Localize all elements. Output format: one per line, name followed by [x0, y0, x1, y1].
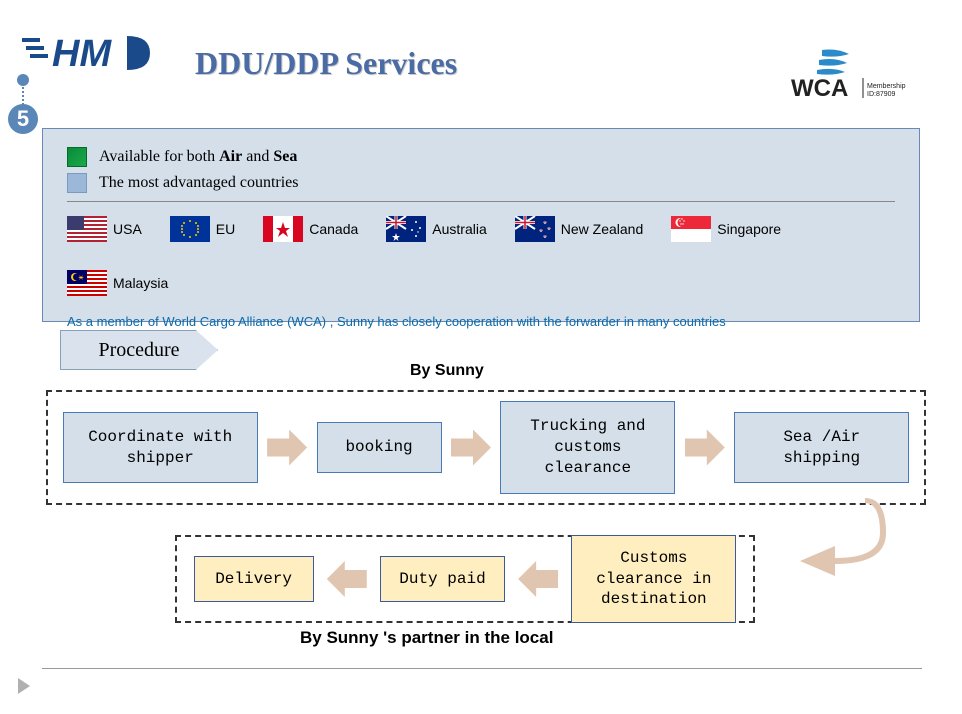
step-booking: booking — [317, 422, 442, 473]
svg-text:WCA: WCA — [791, 75, 848, 102]
partner-steps-row: Delivery Duty paid Customs clearance in … — [175, 535, 755, 623]
step-shipping: Sea /Air shipping — [734, 412, 909, 484]
flag-new-zealand: New Zealand — [515, 216, 644, 242]
country-flags-row: USA EU Canada Australia New Zealand Singapore… — [67, 216, 895, 296]
triangle-bullet-icon — [18, 678, 30, 694]
footer-divider — [42, 668, 922, 669]
curve-arrow-icon — [780, 498, 890, 578]
svg-text:HM: HM — [52, 33, 112, 75]
page-title: DDU/DDP Services — [195, 45, 457, 82]
wca-logo: WCA Membership ID:87909 — [787, 48, 922, 103]
company-logo: HM — [22, 28, 162, 78]
arrow-right-icon — [685, 430, 725, 466]
step-duty: Duty paid — [380, 556, 505, 603]
flag-singapore: Singapore — [671, 216, 781, 242]
arrow-left-icon — [327, 561, 367, 597]
step-coordinate: Coordinate with shipper — [63, 412, 258, 484]
blue-square-icon — [67, 173, 87, 193]
by-sunny-label: By Sunny — [410, 362, 484, 380]
svg-text:ID:87909: ID:87909 — [867, 91, 896, 98]
sunny-steps-row: Coordinate with shipper booking Trucking… — [46, 390, 926, 505]
legend-blue: The most advantaged countries — [67, 173, 895, 193]
flag-canada: Canada — [263, 216, 358, 242]
by-partner-label: By Sunny 's partner in the local — [300, 628, 553, 648]
divider — [67, 201, 895, 202]
step-delivery: Delivery — [194, 556, 314, 603]
flag-malaysia: Malaysia — [67, 270, 168, 296]
green-square-icon — [67, 147, 87, 167]
procedure-header: Procedure — [60, 330, 218, 370]
step-customs-dest: Customs clearance in destination — [571, 535, 736, 623]
flag-eu: EU — [170, 216, 235, 242]
section-number: 5 — [8, 104, 38, 134]
svg-text:Membership: Membership — [867, 83, 906, 90]
legend-green: Available for both Air and Sea — [67, 147, 895, 167]
arrow-right-icon — [451, 430, 491, 466]
step-trucking: Trucking and customs clearance — [500, 401, 675, 493]
flag-usa: USA — [67, 216, 142, 242]
info-panel: Available for both Air and Sea The most … — [42, 128, 920, 322]
flag-australia: Australia — [386, 216, 486, 242]
wca-note: As a member of World Cargo Alliance (WCA… — [67, 314, 895, 329]
arrow-left-icon — [518, 561, 558, 597]
arrow-right-icon — [267, 430, 307, 466]
